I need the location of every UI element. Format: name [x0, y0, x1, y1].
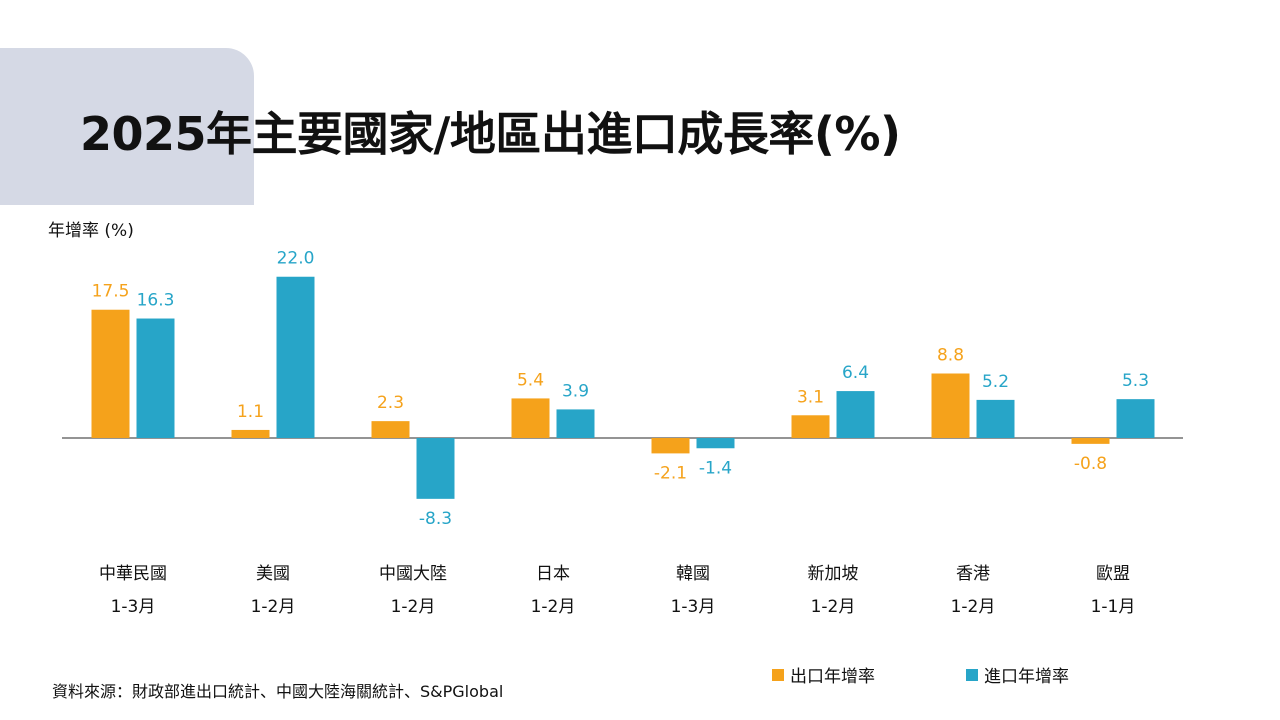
import-bar-0: [136, 318, 175, 438]
export-value-label-6: 8.8: [937, 345, 964, 365]
y-axis-label: 年增率 (%): [48, 221, 134, 241]
import-value-label-6: 5.2: [982, 372, 1009, 392]
category-label-1: 美國: [256, 564, 290, 584]
export-value-label-2: 2.3: [377, 393, 404, 413]
export-value-label-7: -0.8: [1074, 454, 1107, 474]
import-value-label-2: -8.3: [419, 509, 452, 529]
export-bar-7: [1071, 438, 1110, 444]
legend-label-export: 出口年增率: [790, 667, 875, 687]
export-value-label-5: 3.1: [797, 387, 824, 407]
export-bar-5: [791, 415, 830, 438]
period-label-3: 1-2月: [531, 597, 576, 617]
export-bar-2: [371, 421, 410, 438]
import-value-label-7: 5.3: [1122, 371, 1149, 391]
import-value-label-0: 16.3: [137, 291, 175, 311]
legend-item-import: 進口年增率: [966, 662, 1069, 687]
category-label-6: 香港: [956, 564, 990, 584]
export-bar-6: [931, 373, 970, 438]
period-label-7: 1-1月: [1091, 597, 1136, 617]
export-value-label-3: 5.4: [517, 370, 544, 390]
source-note: 資料來源：財政部進出口統計、中國大陸海關統計、S&PGlobal: [52, 682, 504, 701]
export-bar-4: [651, 438, 690, 454]
export-bar-1: [231, 429, 270, 438]
category-label-3: 日本: [536, 564, 570, 584]
import-bar-7: [1116, 399, 1155, 438]
period-label-6: 1-2月: [951, 597, 996, 617]
legend-label-import: 進口年增率: [984, 667, 1069, 687]
period-label-5: 1-2月: [811, 597, 856, 617]
title-background: [0, 48, 254, 205]
category-label-4: 韓國: [676, 564, 710, 584]
export-bar-3: [511, 398, 550, 438]
legend-swatch-export: [772, 668, 784, 681]
import-bar-2: [416, 438, 455, 499]
import-value-label-4: -1.4: [699, 458, 732, 478]
import-value-label-3: 3.9: [562, 381, 589, 401]
export-value-label-1: 1.1: [237, 402, 264, 422]
export-bar-0: [91, 309, 130, 438]
import-value-label-5: 6.4: [842, 363, 869, 383]
category-label-7: 歐盟: [1096, 564, 1130, 584]
import-bar-5: [836, 391, 875, 438]
export-value-label-0: 17.5: [92, 282, 130, 302]
legend-swatch-import: [966, 668, 978, 681]
import-value-label-1: 22.0: [277, 249, 315, 269]
import-bar-4: [696, 438, 735, 449]
period-label-4: 1-3月: [671, 597, 716, 617]
category-label-2: 中國大陸: [379, 564, 447, 584]
legend-item-export: 出口年增率: [772, 662, 875, 687]
period-label-1: 1-2月: [251, 597, 296, 617]
import-bar-1: [276, 276, 315, 438]
page-title: 2025年主要國家/地區出進口成長率(%): [80, 107, 901, 161]
import-bar-6: [976, 399, 1015, 438]
category-label-0: 中華民國: [99, 564, 167, 584]
category-label-5: 新加坡: [808, 564, 859, 584]
export-value-label-4: -2.1: [654, 463, 687, 483]
period-label-2: 1-2月: [391, 597, 436, 617]
import-bar-3: [556, 409, 595, 438]
period-label-0: 1-3月: [111, 597, 156, 617]
